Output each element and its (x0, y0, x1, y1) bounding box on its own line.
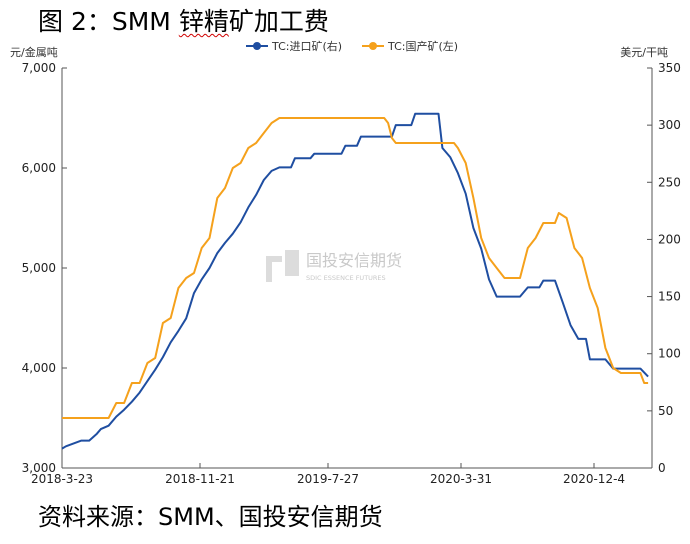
title-suffix: 矿加工费 (228, 7, 329, 36)
x-tick-label: 2018-3-23 (31, 472, 93, 486)
source-note: 资料来源：SMM、国投安信期货 (38, 503, 383, 531)
right-tick-label: 200 (658, 232, 681, 246)
legend-swatch-marker (369, 42, 377, 50)
x-tick-label: 2020-12-4 (563, 472, 625, 486)
left-tick-label: 3,000 (22, 461, 56, 475)
x-tick-label: 2020-3-31 (430, 472, 492, 486)
right-tick-label: 150 (658, 290, 681, 304)
legend-label: TC:国产矿(左) (387, 39, 458, 53)
right-tick-label: 50 (658, 404, 673, 418)
right-axis-unit: 美元/干吨 (620, 46, 668, 59)
right-tick-label: 300 (658, 118, 681, 132)
x-tick-label: 2019-7-27 (297, 472, 359, 486)
legend-swatch-marker (253, 42, 261, 50)
left-axis-unit: 元/金属吨 (10, 46, 58, 59)
right-tick-label: 250 (658, 175, 681, 189)
legend-label: TC:进口矿(右) (271, 39, 342, 53)
title-underlined: 锌精 (178, 7, 229, 36)
x-tick-label: 2018-11-21 (165, 472, 235, 486)
watermark-logo (266, 250, 299, 282)
left-tick-label: 5,000 (22, 261, 56, 275)
axes: 3,000 4,000 5,000 6,000 7,000 0 50 100 150 200 250… (22, 61, 681, 486)
watermark: 国投安信期货 SDIC ESSENCE FUTURES (266, 250, 402, 282)
left-tick-label: 7,000 (22, 61, 56, 75)
right-tick-label: 100 (658, 347, 681, 361)
right-tick-label: 0 (658, 461, 666, 475)
left-tick-label: 6,000 (22, 161, 56, 175)
right-tick-label: 350 (658, 61, 681, 75)
figure-title: 图 2：SMM 锌精矿加工费 (38, 2, 329, 38)
legend: TC:进口矿(右) TC:国产矿(左) (246, 39, 458, 53)
title-prefix: 图 2：SMM (38, 7, 179, 36)
domestic-tc-line (62, 117, 649, 419)
left-tick-label: 4,000 (22, 361, 56, 375)
watermark-sub: SDIC ESSENCE FUTURES (306, 274, 386, 282)
watermark-name: 国投安信期货 (306, 251, 402, 270)
series-lines (61, 112, 649, 450)
import-tc-line (61, 112, 649, 450)
